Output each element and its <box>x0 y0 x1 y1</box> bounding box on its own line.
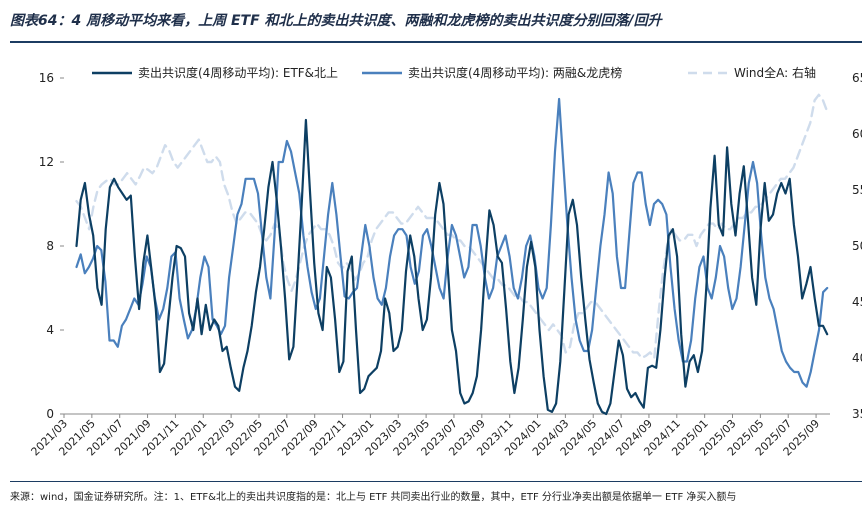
right-tick-label: 60 <box>852 127 862 141</box>
chart-title: 图表64：4 周移动平均来看，上周 ETF 和北上的卖出共识度、两融和龙虎榜的卖… <box>10 13 662 29</box>
left-tick-label: 0 <box>46 407 54 421</box>
legend-label: Wind全A: 右轴 <box>734 65 816 80</box>
title-rule <box>10 41 862 43</box>
right-tick-label: 45 <box>852 295 862 309</box>
left-tick-label: 4 <box>46 323 54 337</box>
left-tick-label: 16 <box>39 71 54 85</box>
series-line-wind-a <box>75 93 829 360</box>
right-tick-label: 65 <box>852 71 862 85</box>
right-tick-label: 35 <box>852 407 862 421</box>
legend-label: 卖出共识度(4周移动平均): ETF&北上 <box>138 65 338 80</box>
left-tick-label: 12 <box>39 155 54 169</box>
source-note: 来源：wind，国金证券研究所。注：1、ETF&北上的卖出共识度指的是：北上与 … <box>10 492 737 503</box>
footer-rule <box>10 481 862 482</box>
legend: 卖出共识度(4周移动平均): ETF&北上 卖出共识度(4周移动平均): 两融&龙… <box>92 65 816 80</box>
right-tick-label: 50 <box>852 239 862 253</box>
series-line-etf-north <box>75 118 829 416</box>
series-group <box>75 93 829 416</box>
right-tick-label: 40 <box>852 351 862 365</box>
chart: 0 4 8 12 16 35 40 45 50 55 60 65 2021/032021/05202… <box>29 65 862 458</box>
series-line-margin-dragon <box>75 97 829 388</box>
right-tick-label: 55 <box>852 183 862 197</box>
right-axis-ticks: 35 40 45 50 55 60 65 <box>852 71 862 421</box>
left-tick-label: 8 <box>46 239 54 253</box>
x-axis-ticks: 2021/032021/052021/072021/092021/112022/… <box>29 414 822 458</box>
legend-label: 卖出共识度(4周移动平均): 两融&龙虎榜 <box>408 65 622 80</box>
left-axis-ticks: 0 4 8 12 16 <box>39 71 64 421</box>
